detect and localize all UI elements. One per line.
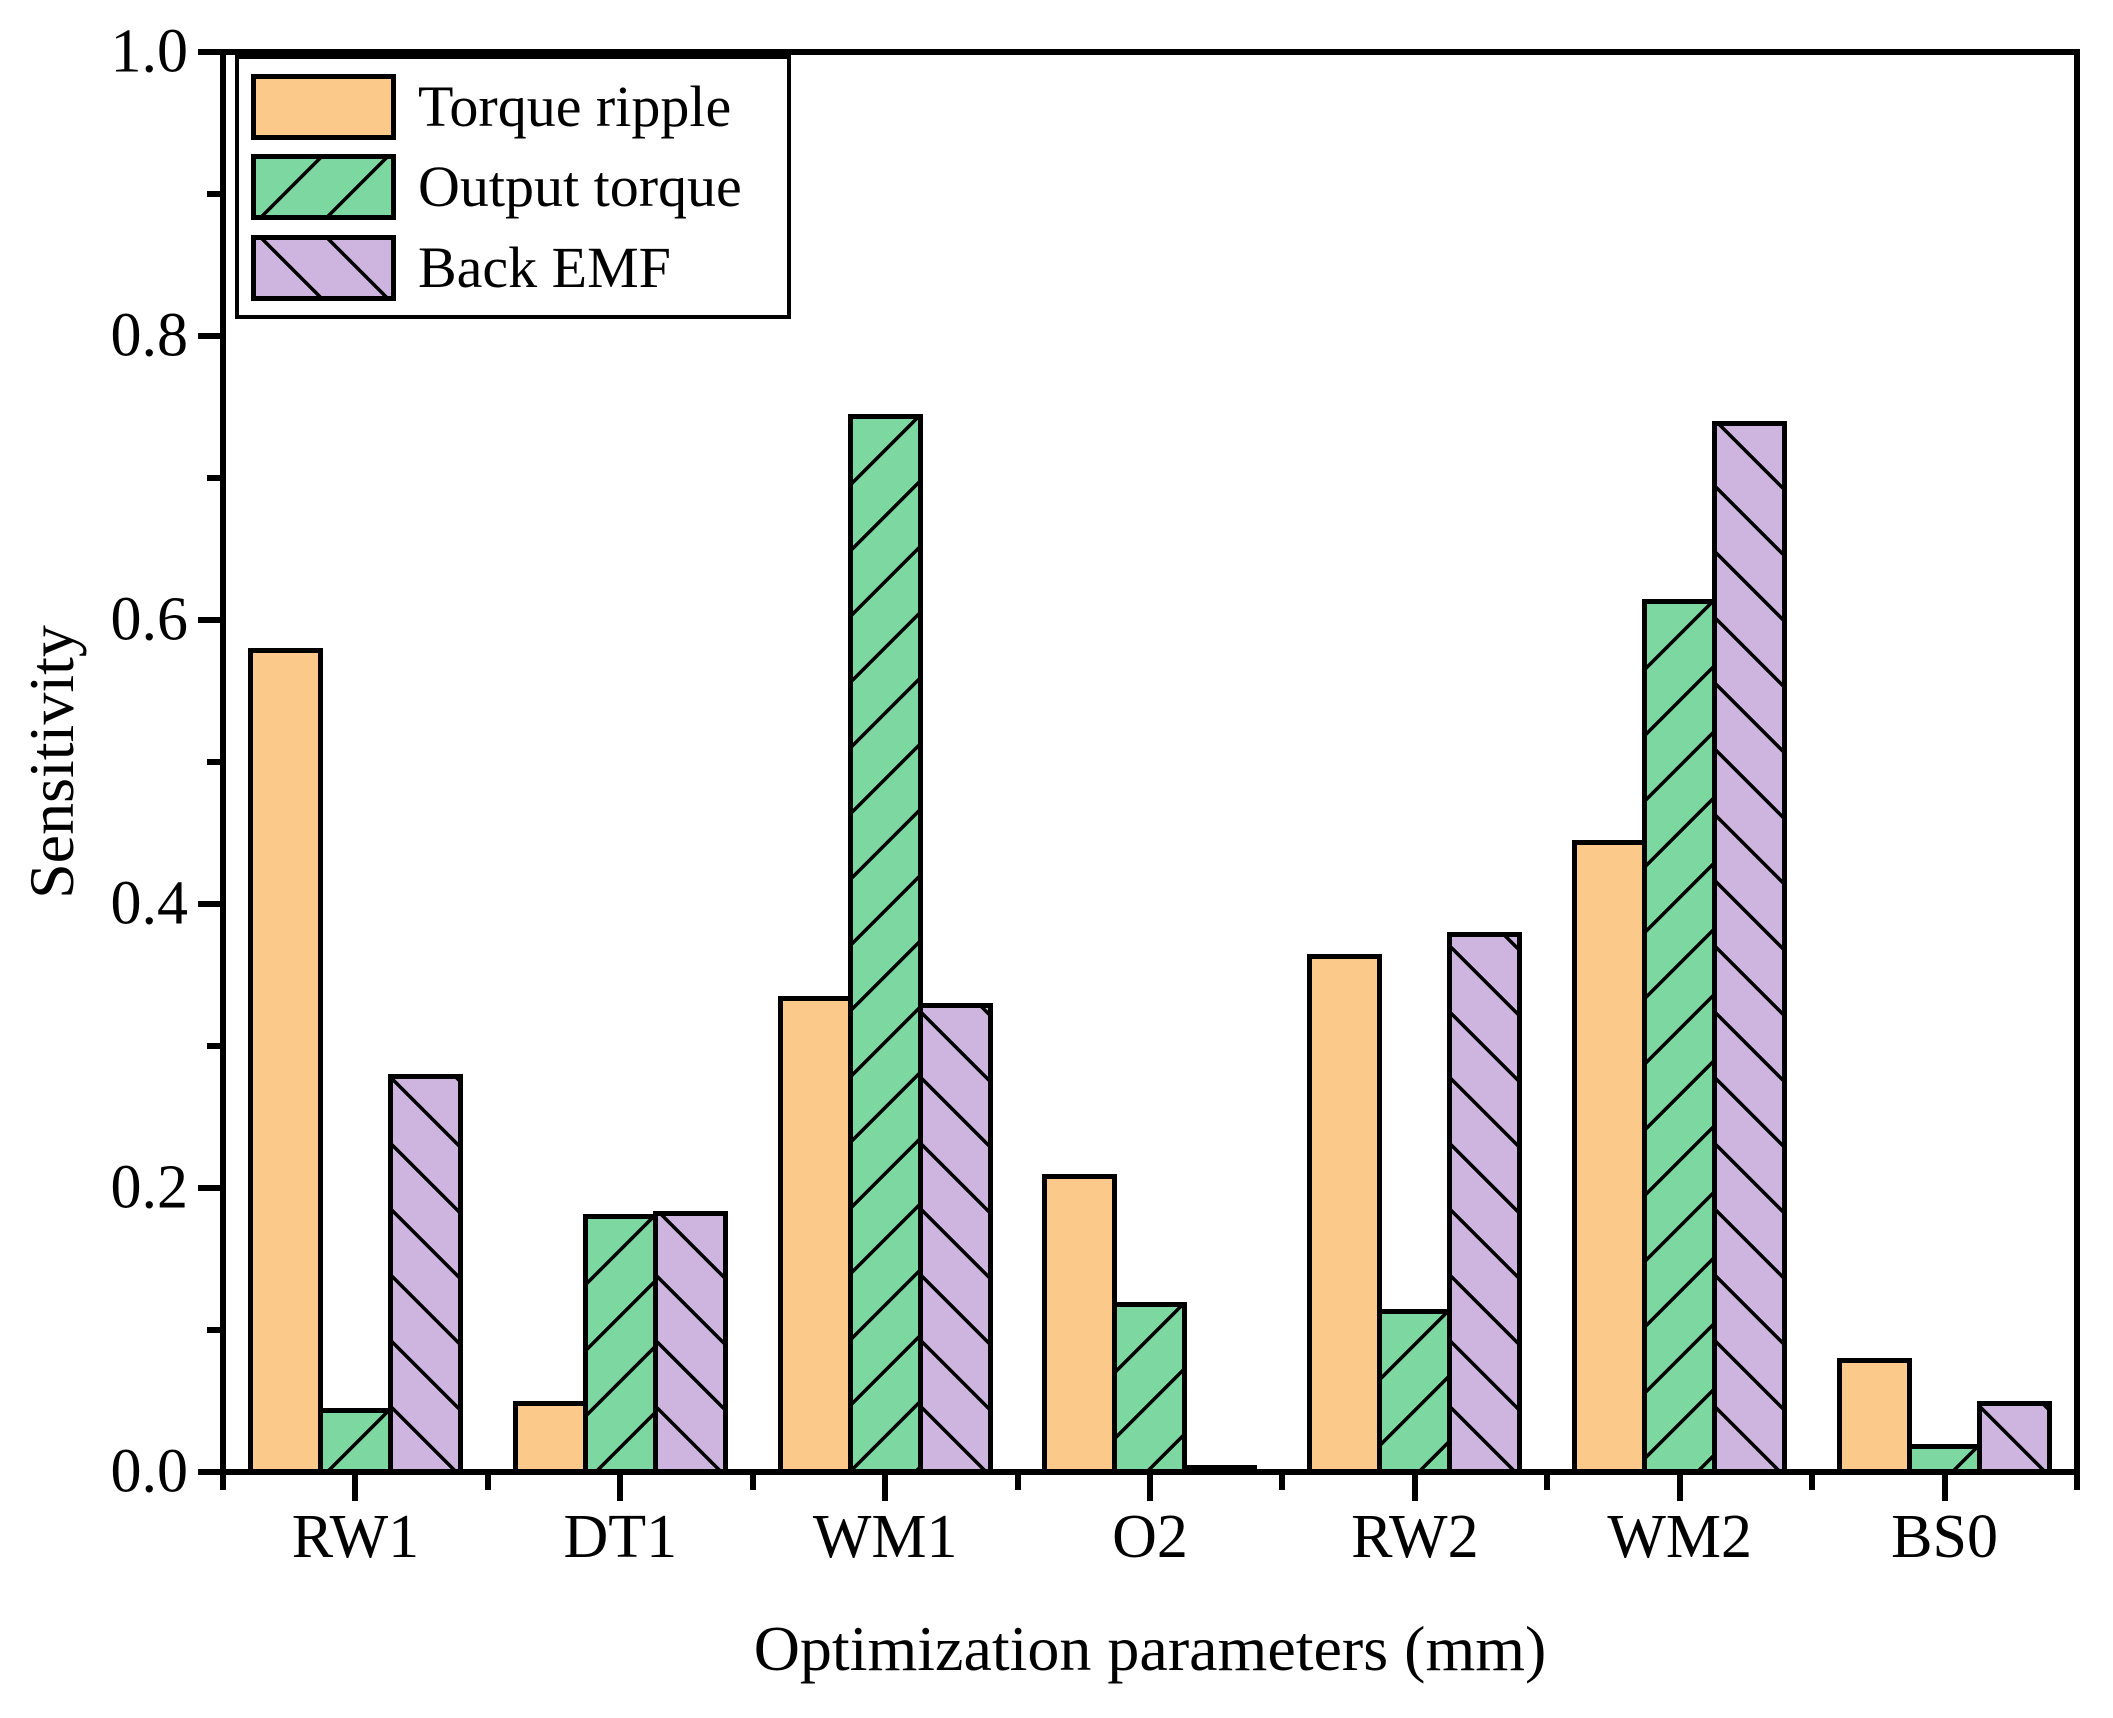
axis-bottom: [220, 1469, 2080, 1475]
y-tick-label-0.8: 0.8: [110, 301, 189, 370]
bar-rw1-back-emf: [387, 1074, 463, 1472]
bar-wm2-output-torque: [1642, 598, 1718, 1472]
y-major-tick: [198, 49, 220, 55]
bar-wm2-torque-ripple: [1572, 840, 1648, 1472]
bar-bs0-torque-ripple: [1837, 1358, 1913, 1472]
x-boundary-tick: [1014, 1475, 1021, 1490]
x-major-tick: [617, 1475, 624, 1501]
x-major-tick: [352, 1475, 359, 1501]
axis-right: [2074, 49, 2080, 1475]
x-boundary-tick: [1279, 1475, 1286, 1490]
bar-wm1-output-torque: [847, 414, 923, 1472]
bar-bs0-back-emf: [1977, 1401, 2053, 1472]
bar-o2-output-torque: [1112, 1301, 1188, 1472]
x-tick-label-o2: O2: [1112, 1503, 1188, 1571]
x-boundary-tick: [749, 1475, 756, 1490]
x-tick-label-dt1: DT1: [563, 1503, 678, 1571]
bar-rw1-torque-ripple: [247, 648, 323, 1472]
x-tick-label-rw1: RW1: [291, 1503, 420, 1571]
bar-wm2-back-emf: [1712, 421, 1788, 1472]
bar-group-wm1: [753, 52, 1018, 1472]
x-major-tick: [1147, 1475, 1153, 1501]
x-axis-title: Optimization parameters (mm): [753, 1613, 1547, 1684]
y-major-tick: [198, 1469, 220, 1475]
bar-o2-back-emf: [1182, 1464, 1258, 1472]
y-tick-label-0.4: 0.4: [110, 869, 189, 938]
y-major-tick: [198, 901, 220, 907]
x-boundary-tick: [1809, 1475, 1816, 1490]
x-boundary-tick: [484, 1475, 491, 1490]
plot-area: [223, 52, 2077, 1472]
y-axis-title: Sensitivity: [16, 625, 87, 899]
bar-group-bs0: [1812, 52, 2077, 1472]
bar-group-o2: [1018, 52, 1283, 1472]
x-major-tick: [1941, 1475, 1948, 1501]
x-tick-label-bs0: BS0: [1891, 1503, 1998, 1571]
y-minor-tick: [207, 1327, 220, 1333]
legend-row-back-emf: Back EMF: [239, 234, 787, 301]
legend-label-back-emf: Back EMF: [418, 234, 671, 300]
bar-rw2-torque-ripple: [1307, 953, 1383, 1472]
legend-label-torque-ripple: Torque ripple: [418, 73, 732, 139]
y-tick-label-0.6: 0.6: [110, 585, 189, 654]
x-boundary-tick: [220, 1475, 226, 1490]
y-minor-tick: [207, 759, 220, 765]
y-tick-label-0.2: 0.2: [110, 1153, 189, 1222]
torque-ripple-swatch-icon: [251, 73, 396, 140]
legend-label-output-torque: Output torque: [418, 154, 742, 219]
bar-dt1-output-torque: [582, 1213, 658, 1472]
output-torque-swatch-icon: [251, 154, 396, 220]
x-major-tick: [1411, 1475, 1418, 1501]
bar-group-rw1: [223, 52, 488, 1472]
axis-left: [220, 49, 226, 1475]
bar-o2-torque-ripple: [1042, 1173, 1118, 1472]
bar-group-rw2: [1282, 52, 1547, 1472]
x-major-tick: [882, 1475, 889, 1501]
bar-group-dt1: [488, 52, 753, 1472]
bar-rw1-output-torque: [317, 1408, 393, 1472]
x-boundary-tick: [1544, 1475, 1551, 1490]
bar-wm1-back-emf: [917, 1003, 993, 1472]
back-emf-swatch-icon: [251, 234, 396, 301]
x-boundary-tick: [2074, 1475, 2080, 1490]
x-tick-label-wm1: WM1: [812, 1503, 958, 1571]
bar-group-wm2: [1547, 52, 1812, 1472]
y-major-tick: [198, 1185, 220, 1191]
bar-rw2-back-emf: [1447, 932, 1523, 1472]
x-tick-label-wm2: WM2: [1607, 1503, 1753, 1571]
bar-dt1-torque-ripple: [512, 1401, 588, 1472]
bar-rw2-output-torque: [1377, 1308, 1453, 1472]
x-tick-label-rw2: RW2: [1351, 1503, 1479, 1571]
y-minor-tick: [207, 1043, 220, 1049]
y-minor-tick: [207, 475, 220, 481]
y-major-tick: [198, 333, 220, 339]
x-major-tick: [1676, 1475, 1683, 1501]
bar-bs0-output-torque: [1907, 1443, 1983, 1472]
legend-row-output-torque: Output torque: [239, 154, 787, 220]
legend-row-torque-ripple: Torque ripple: [239, 73, 787, 140]
y-tick-label-1.0: 1.0: [110, 17, 189, 86]
y-tick-label-0.0: 0.0: [110, 1437, 189, 1506]
axis-top: [220, 49, 2080, 55]
y-minor-tick: [207, 191, 220, 197]
bar-dt1-back-emf: [652, 1210, 728, 1472]
bar-wm1-torque-ripple: [777, 996, 853, 1472]
legend-box: Torque ripple Output torque Back EMF: [235, 55, 791, 319]
y-major-tick: [198, 617, 220, 623]
